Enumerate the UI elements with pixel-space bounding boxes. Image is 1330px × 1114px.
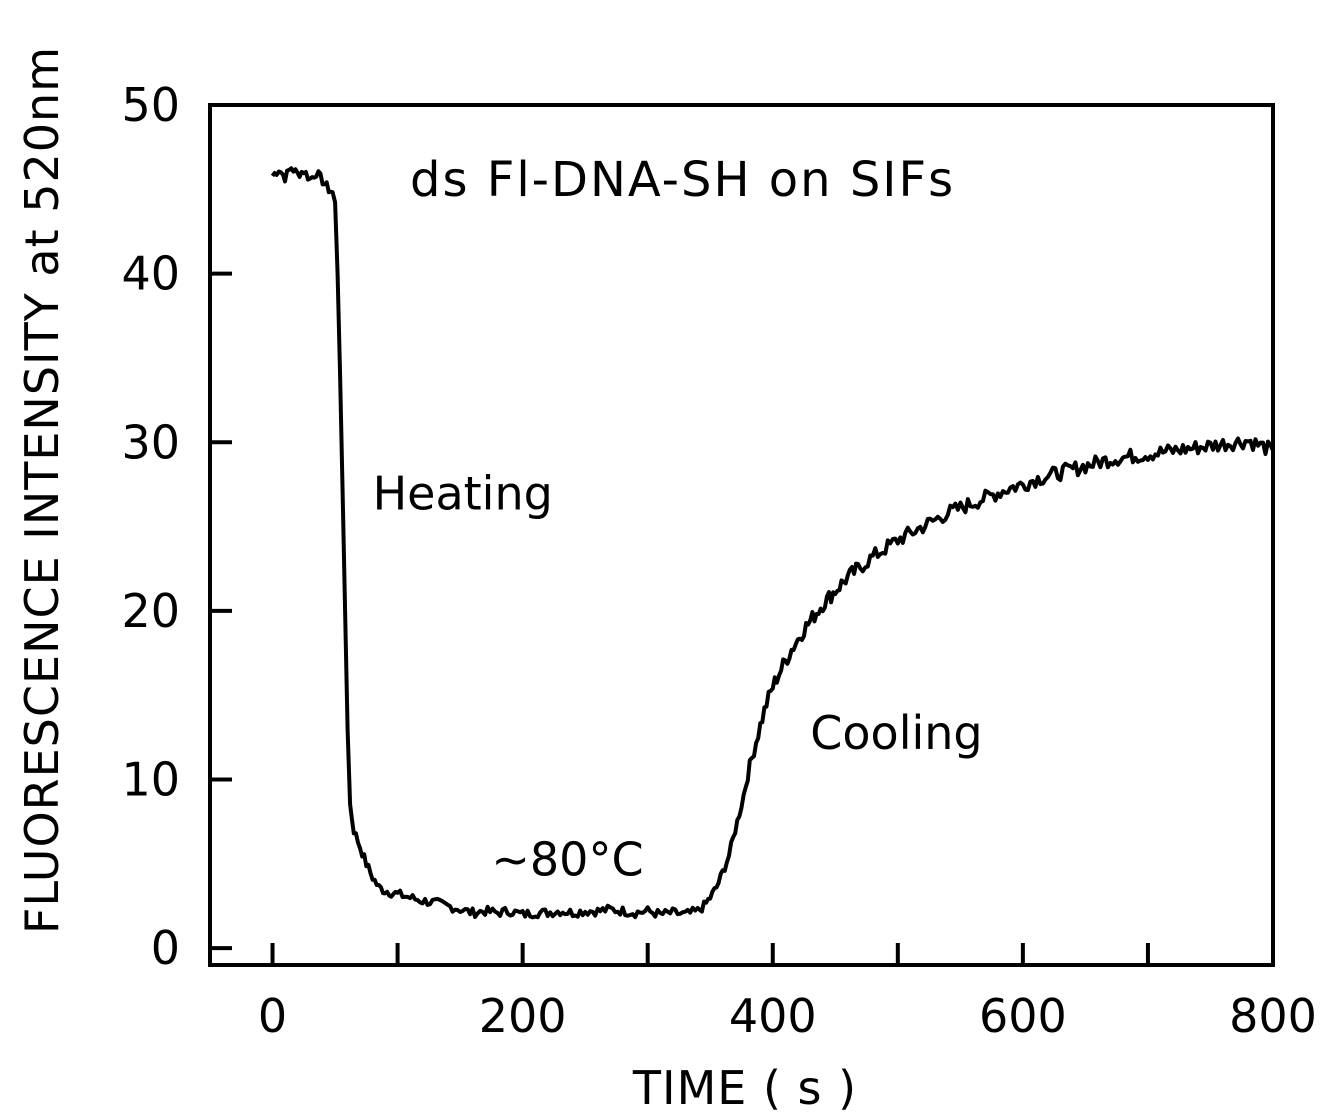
- x-tick-label: 0: [258, 989, 287, 1043]
- annotation-temperature: ~80°C: [491, 833, 643, 887]
- series-line: [270, 166, 1275, 920]
- axis-ticks: [210, 103, 1275, 965]
- x-tick-label: 600: [979, 989, 1067, 1043]
- y-tick-label: 0: [151, 921, 180, 975]
- x-axis-label: TIME ( s ): [632, 1061, 857, 1114]
- annotation-cooling: Cooling: [810, 706, 982, 760]
- plot-frame: [208, 103, 1275, 967]
- y-tick-label: 40: [121, 247, 180, 301]
- chart-title: ds Fl-DNA-SH on SIFs: [410, 152, 955, 208]
- y-tick-label: 10: [121, 753, 180, 807]
- y-tick-label: 20: [121, 584, 180, 638]
- annotation-heating: Heating: [373, 467, 553, 521]
- tick-labels: 0 200 400 600 800 0 10 20 30 40 50: [121, 78, 1316, 1043]
- x-tick-label: 800: [1229, 989, 1317, 1043]
- x-tick-label: 400: [729, 989, 817, 1043]
- x-tick-label: 200: [479, 989, 567, 1043]
- y-axis-label: FLUORESCENCE INTENSITY at 520nm: [15, 46, 69, 934]
- y-tick-label: 30: [121, 415, 180, 469]
- y-tick-label: 50: [121, 78, 180, 132]
